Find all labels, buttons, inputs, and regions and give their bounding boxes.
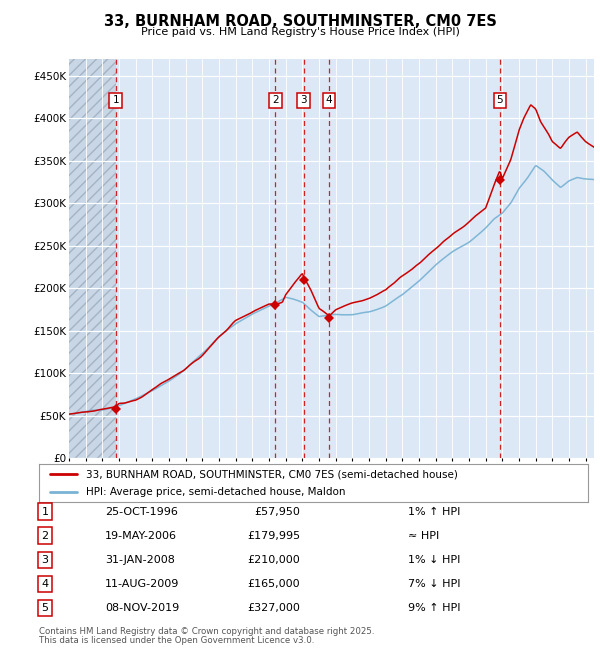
- Text: 7% ↓ HPI: 7% ↓ HPI: [408, 578, 461, 589]
- Text: 1% ↑ HPI: 1% ↑ HPI: [408, 506, 460, 517]
- Text: 33, BURNHAM ROAD, SOUTHMINSTER, CM0 7ES: 33, BURNHAM ROAD, SOUTHMINSTER, CM0 7ES: [104, 14, 496, 29]
- Text: £179,995: £179,995: [247, 530, 300, 541]
- Text: 19-MAY-2006: 19-MAY-2006: [105, 530, 177, 541]
- Text: £165,000: £165,000: [247, 578, 300, 589]
- Text: 11-AUG-2009: 11-AUG-2009: [105, 578, 179, 589]
- Text: 2: 2: [41, 530, 49, 541]
- Text: 4: 4: [326, 96, 332, 105]
- Text: 5: 5: [41, 603, 49, 613]
- Text: This data is licensed under the Open Government Licence v3.0.: This data is licensed under the Open Gov…: [39, 636, 314, 645]
- Bar: [69, 58, 116, 458]
- Text: 5: 5: [497, 96, 503, 105]
- Text: 33, BURNHAM ROAD, SOUTHMINSTER, CM0 7ES (semi-detached house): 33, BURNHAM ROAD, SOUTHMINSTER, CM0 7ES …: [86, 469, 458, 479]
- Text: 3: 3: [301, 96, 307, 105]
- Text: 3: 3: [41, 554, 49, 565]
- Text: £57,950: £57,950: [254, 506, 300, 517]
- Text: HPI: Average price, semi-detached house, Maldon: HPI: Average price, semi-detached house,…: [86, 487, 345, 497]
- Text: 31-JAN-2008: 31-JAN-2008: [105, 554, 175, 565]
- Text: Contains HM Land Registry data © Crown copyright and database right 2025.: Contains HM Land Registry data © Crown c…: [39, 627, 374, 636]
- Text: £210,000: £210,000: [247, 554, 300, 565]
- Text: ≈ HPI: ≈ HPI: [408, 530, 439, 541]
- Text: 4: 4: [41, 578, 49, 589]
- Text: 1: 1: [112, 96, 119, 105]
- Text: 25-OCT-1996: 25-OCT-1996: [105, 506, 178, 517]
- Text: 08-NOV-2019: 08-NOV-2019: [105, 603, 179, 613]
- Text: Price paid vs. HM Land Registry's House Price Index (HPI): Price paid vs. HM Land Registry's House …: [140, 27, 460, 37]
- Text: 2: 2: [272, 96, 278, 105]
- Text: 9% ↑ HPI: 9% ↑ HPI: [408, 603, 461, 613]
- Text: 1: 1: [41, 506, 49, 517]
- Text: 1% ↓ HPI: 1% ↓ HPI: [408, 554, 460, 565]
- Text: £327,000: £327,000: [247, 603, 300, 613]
